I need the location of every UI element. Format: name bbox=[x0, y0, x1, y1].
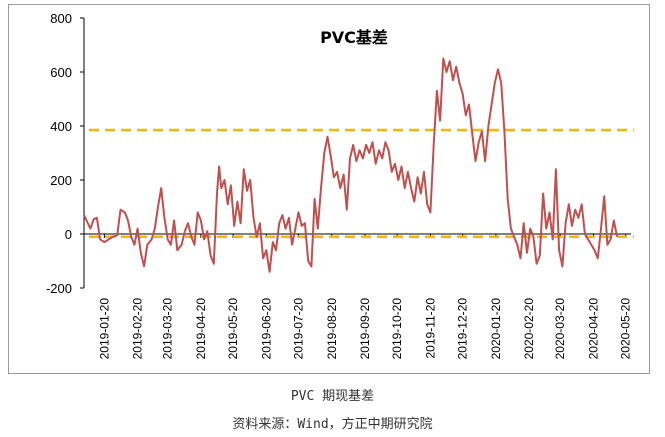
source-note: 资料来源：Wind，方正中期研究院 bbox=[232, 417, 433, 432]
x-tick-label: 2020-05-20 bbox=[619, 298, 633, 360]
y-tick-label: -200 bbox=[46, 281, 72, 296]
x-tick-label: 2019-01-20 bbox=[97, 298, 111, 360]
x-tick-label: 2019-03-20 bbox=[161, 298, 175, 360]
series-line bbox=[83, 57, 619, 273]
x-tick-label: 2020-04-20 bbox=[586, 298, 600, 360]
x-tick-label: 2019-12-20 bbox=[456, 298, 470, 360]
x-tick-label: 2019-07-20 bbox=[292, 298, 306, 360]
y-tick-label: 800 bbox=[50, 11, 72, 26]
x-tick-label: 2020-03-20 bbox=[553, 298, 567, 360]
figure-caption: PVC 期现基差 bbox=[290, 389, 375, 404]
y-tick-label: 200 bbox=[50, 173, 72, 188]
chart-title: PVC基差 bbox=[320, 28, 388, 47]
x-tick-label: 2020-01-20 bbox=[489, 298, 503, 360]
x-tick-label: 2019-08-20 bbox=[325, 298, 339, 360]
x-tick-label: 2019-06-20 bbox=[259, 298, 273, 360]
chart-plot: -200 0 200 400 600 800 2019-01-20 2019-02-20 201… bbox=[46, 11, 634, 360]
x-tick-label: 2019-10-20 bbox=[390, 298, 404, 360]
x-tick-label: 2019-02-20 bbox=[131, 298, 145, 360]
x-tick-label: 2020-02-20 bbox=[522, 298, 536, 360]
y-tick-label: 0 bbox=[65, 227, 72, 242]
x-tick-label: 2019-11-20 bbox=[423, 298, 437, 359]
y-tick-label: 400 bbox=[50, 119, 72, 134]
x-tick-label: 2019-05-20 bbox=[226, 298, 240, 360]
x-tick-label: 2019-04-20 bbox=[194, 298, 208, 360]
chart-frame: -200 0 200 400 600 800 2019-01-20 2019-02-20 201… bbox=[8, 4, 650, 374]
y-tick-label: 600 bbox=[50, 65, 72, 80]
x-tick-label: 2019-09-20 bbox=[358, 298, 372, 360]
